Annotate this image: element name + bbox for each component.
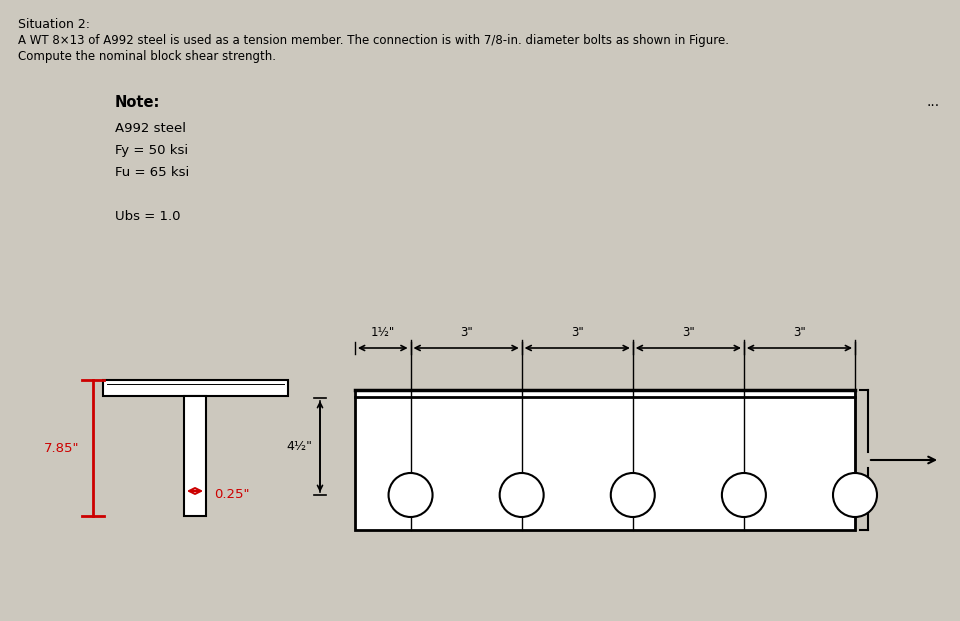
Text: ...: ... (926, 95, 940, 109)
Text: Ubs = 1.0: Ubs = 1.0 (115, 210, 180, 223)
Text: 3": 3" (460, 326, 472, 339)
Circle shape (389, 473, 433, 517)
Text: 7.85": 7.85" (43, 442, 79, 455)
Text: 3": 3" (571, 326, 584, 339)
Text: 1½": 1½" (371, 326, 395, 339)
Text: 3": 3" (793, 326, 805, 339)
Text: Note:: Note: (115, 95, 160, 110)
Text: 4½": 4½" (286, 440, 312, 453)
Bar (103, 380, 287, 396)
Circle shape (499, 473, 543, 517)
Circle shape (833, 473, 877, 517)
Bar (184, 396, 206, 516)
Text: A992 steel: A992 steel (115, 122, 186, 135)
Text: Fy = 50 ksi: Fy = 50 ksi (115, 144, 188, 157)
Text: Situation 2:: Situation 2: (18, 18, 90, 31)
Text: Compute the nominal block shear strength.: Compute the nominal block shear strength… (18, 50, 276, 63)
Bar (355, 390, 855, 530)
Text: Fu = 65 ksi: Fu = 65 ksi (115, 166, 189, 179)
Circle shape (611, 473, 655, 517)
Text: 0.25": 0.25" (214, 488, 250, 501)
Text: 3": 3" (682, 326, 695, 339)
Text: A WT 8×13 of A992 steel is used as a tension member. The connection is with 7/8-: A WT 8×13 of A992 steel is used as a ten… (18, 34, 729, 47)
Circle shape (722, 473, 766, 517)
